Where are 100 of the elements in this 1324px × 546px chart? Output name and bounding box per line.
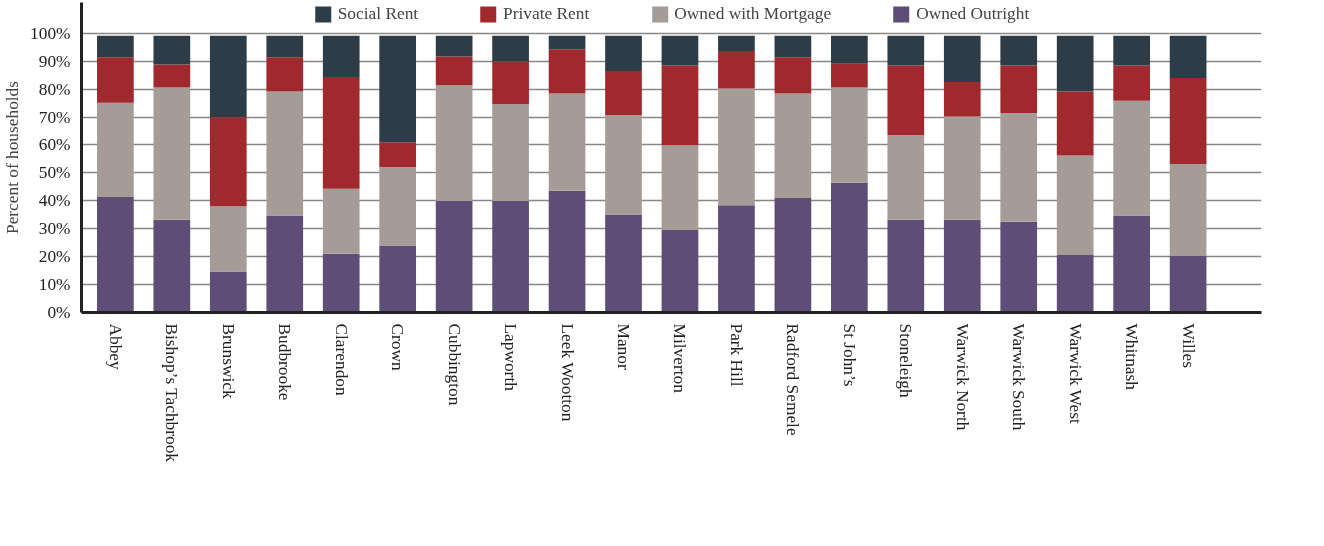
bar — [1000, 65, 1038, 114]
y-tick-label: 50% — [38, 163, 71, 183]
bar — [605, 115, 642, 215]
bar — [379, 245, 417, 313]
bar — [1169, 35, 1207, 78]
x-tick-label: Warwick West — [1065, 323, 1085, 425]
bar — [1169, 163, 1207, 257]
bar — [548, 190, 586, 313]
bar — [1113, 35, 1150, 66]
bar — [209, 35, 247, 118]
bar — [605, 35, 642, 71]
bar — [1000, 113, 1038, 222]
bar — [661, 145, 699, 231]
bar — [153, 35, 191, 65]
x-tick-label: Park Hill — [726, 323, 746, 387]
bar — [887, 65, 925, 135]
bar — [774, 35, 812, 58]
bar — [492, 35, 529, 62]
y-tick-label: 90% — [38, 51, 71, 71]
bar — [97, 196, 134, 313]
bar — [605, 214, 642, 313]
bar — [943, 116, 981, 220]
y-tick-label: 10% — [38, 275, 71, 295]
bar — [548, 93, 586, 191]
bar — [435, 56, 473, 86]
x-tick-label: Budbrooke — [275, 323, 295, 401]
bar — [209, 271, 247, 313]
bar — [831, 87, 868, 183]
y-tick-label: 20% — [38, 247, 71, 267]
bar — [322, 253, 360, 313]
x-tick-label: St John’s — [839, 323, 859, 387]
bar — [266, 91, 304, 216]
bar — [661, 230, 699, 313]
bar — [97, 57, 134, 103]
x-tick-label: Radford Semele — [783, 323, 803, 436]
bar — [153, 219, 191, 313]
x-tick-label: Manor — [614, 323, 634, 370]
bar — [548, 35, 586, 50]
bar — [1056, 254, 1094, 313]
bar — [209, 117, 247, 207]
bar — [718, 51, 755, 89]
x-tick-label: Leek Wootton — [557, 323, 577, 422]
bar — [209, 206, 247, 272]
bar — [97, 102, 134, 197]
bar — [153, 64, 191, 88]
bar — [943, 82, 981, 117]
y-tick-label: 40% — [38, 191, 71, 211]
bar — [605, 70, 642, 116]
bar — [1056, 91, 1094, 156]
bar — [831, 63, 868, 88]
x-tick-label: Bishop’s Tachbrook — [162, 323, 182, 463]
bar — [435, 201, 473, 313]
bar — [97, 35, 134, 58]
bar — [1169, 256, 1207, 313]
x-tick-label: Stoneleigh — [896, 323, 916, 398]
y-tick-label: 70% — [38, 107, 71, 127]
bar — [492, 201, 529, 313]
bar — [1113, 65, 1150, 101]
x-tick-label: Warwick North — [952, 323, 972, 431]
bar — [661, 65, 699, 146]
y-tick-label: 60% — [38, 135, 71, 155]
bar — [492, 103, 529, 202]
bar — [718, 88, 755, 206]
bar — [1169, 77, 1207, 164]
bar — [548, 49, 586, 94]
legend-label: Private Rent — [503, 4, 590, 24]
bar — [322, 35, 360, 78]
x-tick-label: Whitnash — [1122, 323, 1142, 391]
y-tick-label: 30% — [38, 219, 71, 239]
bar — [266, 215, 304, 313]
bar — [887, 219, 925, 313]
bar — [322, 77, 360, 189]
bar — [774, 198, 812, 313]
bar — [831, 182, 868, 313]
bar — [266, 57, 304, 92]
bar — [1113, 215, 1150, 313]
bar — [887, 134, 925, 220]
bar — [379, 142, 417, 167]
legend-label: Owned with Mortgage — [674, 4, 832, 24]
x-tick-label: Abbey — [105, 323, 125, 371]
legend-label: Owned Outright — [916, 4, 1030, 24]
bar — [435, 35, 473, 57]
bar — [718, 205, 755, 313]
bar — [1056, 35, 1094, 92]
x-tick-label: Willes — [1178, 323, 1198, 369]
y-tick-label: 100% — [30, 23, 71, 43]
bar — [774, 57, 812, 94]
bar — [1113, 100, 1150, 216]
bar — [943, 35, 981, 83]
bar — [153, 87, 191, 220]
bar — [661, 35, 699, 66]
x-tick-label: Cubbington — [444, 323, 464, 406]
x-tick-label: Warwick South — [1009, 323, 1029, 431]
x-tick-label: Milverton — [670, 323, 690, 394]
bar — [266, 35, 304, 58]
bar — [435, 85, 473, 202]
bar — [1000, 35, 1038, 66]
bar — [379, 167, 417, 246]
bar — [718, 35, 755, 52]
x-tick-label: Lapworth — [501, 323, 521, 392]
